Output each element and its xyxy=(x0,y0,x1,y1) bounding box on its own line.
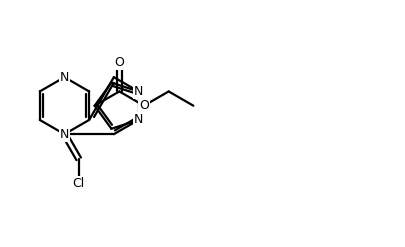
Text: Cl: Cl xyxy=(72,177,85,190)
Text: N: N xyxy=(60,128,69,141)
Text: O: O xyxy=(139,99,149,112)
Text: N: N xyxy=(60,71,69,84)
Text: N: N xyxy=(134,113,143,126)
Text: N: N xyxy=(134,85,143,98)
Text: O: O xyxy=(114,57,124,69)
